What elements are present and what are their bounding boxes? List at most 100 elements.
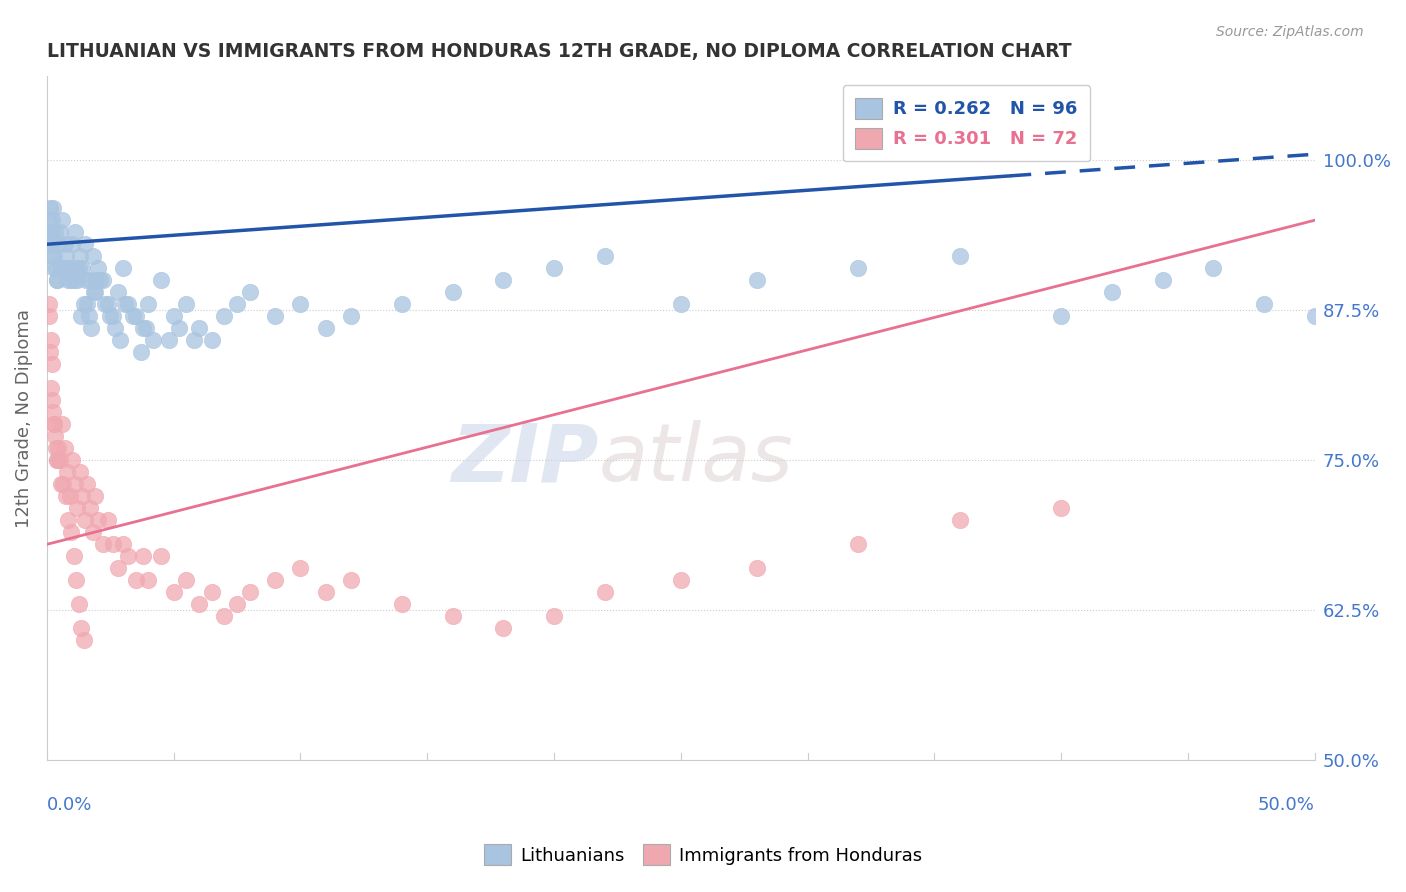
Point xyxy=(42,417,65,432)
Point xyxy=(117,549,139,564)
Point xyxy=(1253,297,1275,311)
Point xyxy=(745,561,768,575)
Point xyxy=(86,513,108,527)
Point xyxy=(53,237,76,252)
Point xyxy=(846,537,869,551)
Point xyxy=(72,297,94,311)
Point xyxy=(46,273,69,287)
Point xyxy=(70,310,93,324)
Point xyxy=(79,273,101,287)
Point xyxy=(45,442,67,456)
Point xyxy=(75,273,97,287)
Text: LITHUANIAN VS IMMIGRANTS FROM HONDURAS 12TH GRADE, NO DIPLOMA CORRELATION CHART: LITHUANIAN VS IMMIGRANTS FROM HONDURAS 1… xyxy=(46,42,1071,61)
Point xyxy=(63,225,86,239)
Point xyxy=(97,297,120,311)
Point xyxy=(157,333,180,347)
Point xyxy=(48,453,70,467)
Text: atlas: atlas xyxy=(599,420,793,499)
Point xyxy=(949,249,972,263)
Point xyxy=(62,273,84,287)
Point xyxy=(492,621,515,635)
Point xyxy=(44,429,66,443)
Point xyxy=(949,513,972,527)
Point xyxy=(72,489,94,503)
Point xyxy=(391,297,413,311)
Point xyxy=(142,333,165,347)
Point xyxy=(83,285,105,300)
Point xyxy=(593,585,616,599)
Point xyxy=(226,598,249,612)
Point xyxy=(122,310,145,324)
Point xyxy=(72,261,94,276)
Point xyxy=(188,321,211,335)
Point xyxy=(58,513,80,527)
Point xyxy=(1101,285,1123,300)
Point xyxy=(84,489,107,503)
Point xyxy=(543,609,565,624)
Point xyxy=(80,321,103,335)
Point xyxy=(290,561,312,575)
Point xyxy=(163,310,186,324)
Point xyxy=(98,310,121,324)
Point xyxy=(38,297,60,311)
Point xyxy=(86,273,108,287)
Point xyxy=(39,345,62,359)
Point xyxy=(60,237,83,252)
Point xyxy=(669,297,692,311)
Point xyxy=(42,201,65,215)
Point xyxy=(59,273,82,287)
Point xyxy=(136,574,159,588)
Point xyxy=(150,549,173,564)
Y-axis label: 12th Grade, No Diploma: 12th Grade, No Diploma xyxy=(15,309,32,528)
Point xyxy=(107,285,129,300)
Point xyxy=(77,310,100,324)
Point xyxy=(76,477,98,491)
Point xyxy=(39,225,62,239)
Point xyxy=(340,574,363,588)
Point xyxy=(135,321,157,335)
Point xyxy=(41,357,63,371)
Point xyxy=(59,525,82,540)
Legend: R = 0.262   N = 96, R = 0.301   N = 72: R = 0.262 N = 96, R = 0.301 N = 72 xyxy=(842,86,1090,161)
Point xyxy=(46,442,69,456)
Point xyxy=(55,249,77,263)
Point xyxy=(65,574,87,588)
Point xyxy=(441,609,464,624)
Point xyxy=(39,201,62,215)
Point xyxy=(67,598,90,612)
Text: 50.0%: 50.0% xyxy=(1258,797,1315,814)
Point xyxy=(41,237,63,252)
Point xyxy=(226,297,249,311)
Point xyxy=(340,310,363,324)
Point xyxy=(89,273,111,287)
Point xyxy=(72,633,94,648)
Point xyxy=(46,453,69,467)
Point xyxy=(52,261,75,276)
Point xyxy=(669,574,692,588)
Legend: Lithuanians, Immigrants from Honduras: Lithuanians, Immigrants from Honduras xyxy=(477,837,929,872)
Point xyxy=(104,321,127,335)
Point xyxy=(67,261,90,276)
Text: ZIP: ZIP xyxy=(451,420,599,499)
Point xyxy=(176,297,198,311)
Point xyxy=(63,477,86,491)
Point xyxy=(39,333,62,347)
Point xyxy=(46,237,69,252)
Point xyxy=(73,237,96,252)
Point xyxy=(315,321,337,335)
Point xyxy=(214,609,236,624)
Point xyxy=(1152,273,1174,287)
Point xyxy=(52,477,75,491)
Point xyxy=(45,453,67,467)
Point xyxy=(84,285,107,300)
Point xyxy=(201,333,224,347)
Point xyxy=(60,453,83,467)
Point xyxy=(82,525,104,540)
Point xyxy=(132,321,155,335)
Point xyxy=(97,513,120,527)
Point xyxy=(110,333,132,347)
Point xyxy=(69,466,91,480)
Point xyxy=(38,213,60,227)
Point xyxy=(846,261,869,276)
Point xyxy=(492,273,515,287)
